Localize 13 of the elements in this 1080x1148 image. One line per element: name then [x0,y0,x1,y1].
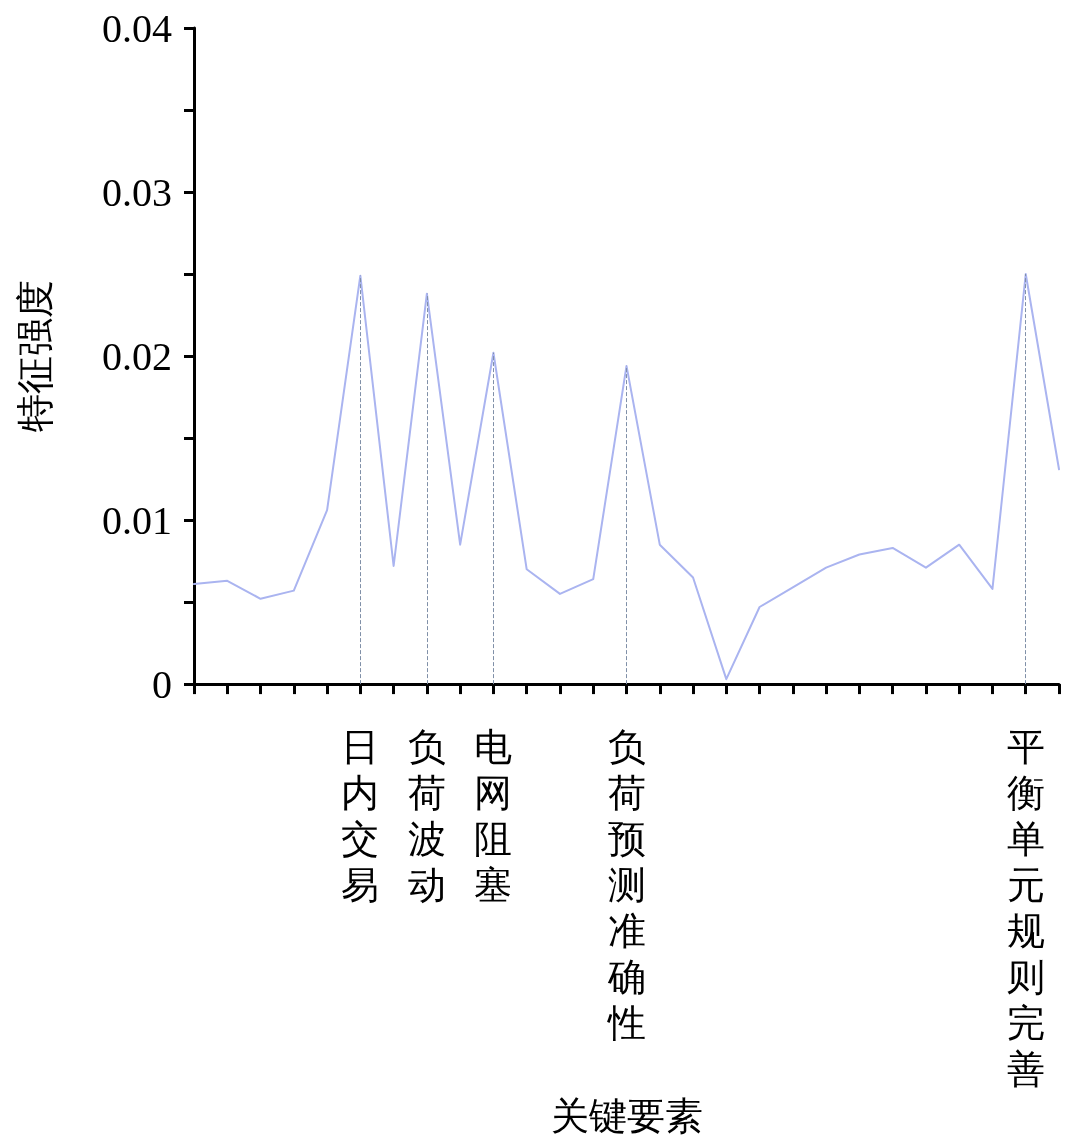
x-tick-label: 负荷预测准确性 [606,726,646,1045]
y-tick-label: 0.03 [102,169,172,215]
x-tick-label: 电网阻塞 [474,726,513,907]
x-tick-label: 平衡单元规则完善 [1006,726,1045,1091]
y-tick-label: 0.02 [102,333,172,379]
y-tick-label: 0.01 [102,497,172,543]
x-tick-label: 日内交易 [341,726,380,907]
x-axis-title: 关键要素 [550,1095,703,1137]
y-tick-label: 0 [152,661,172,707]
x-tick-label: 负荷波动 [407,726,446,907]
line-series [193,273,1060,681]
y-tick-label: 0.04 [102,5,172,51]
y-axis-title: 特征强度 [14,280,56,433]
